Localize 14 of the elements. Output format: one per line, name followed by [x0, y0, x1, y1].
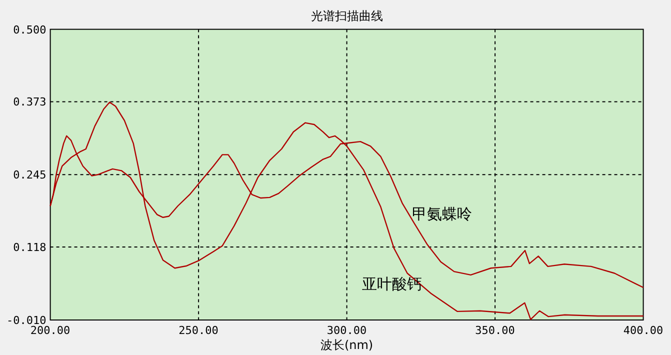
- x-axis-title: 波长(nm): [320, 338, 374, 352]
- series-label: 亚叶酸钙: [362, 275, 422, 293]
- y-tick-label: 0.500: [13, 23, 46, 36]
- x-tick-label: 200.00: [30, 324, 70, 337]
- x-tick-label: 350.00: [475, 324, 515, 337]
- x-tick-label: 400.00: [623, 324, 664, 337]
- y-tick-label: 0.118: [13, 241, 46, 254]
- series-label: 甲氨蝶呤: [412, 205, 472, 223]
- y-tick-label: 0.373: [13, 96, 46, 109]
- chart-title: 光谱扫描曲线: [310, 9, 383, 23]
- y-tick-label: -0.010: [6, 314, 46, 327]
- x-tick-label: 300.00: [326, 324, 367, 337]
- y-tick-label: 0.245: [13, 168, 46, 182]
- x-tick-label: 250.00: [178, 324, 218, 337]
